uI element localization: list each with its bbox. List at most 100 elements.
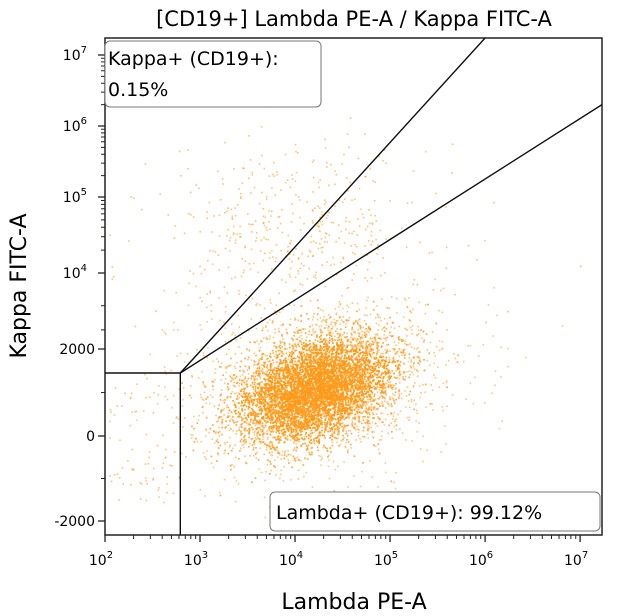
data-point: [310, 411, 312, 414]
data-point: [272, 361, 275, 364]
data-point: [255, 405, 258, 408]
data-point: [329, 413, 331, 415]
data-point: [339, 302, 342, 305]
data-point: [299, 414, 302, 416]
data-point: [293, 345, 295, 348]
data-point: [366, 372, 369, 374]
data-point: [410, 361, 412, 363]
data-point: [268, 373, 270, 376]
data-point: [368, 398, 371, 401]
data-point: [297, 469, 300, 471]
data-point: [350, 387, 352, 389]
data-point: [256, 451, 258, 454]
data-point: [331, 349, 334, 352]
data-point: [297, 439, 299, 442]
data-point: [382, 352, 384, 355]
data-point: [211, 438, 214, 440]
data-point: [326, 383, 329, 385]
data-point: [352, 381, 355, 383]
data-point: [398, 389, 400, 391]
data-point: [404, 299, 407, 301]
data-point: [446, 329, 448, 331]
data-point: [351, 349, 353, 351]
data-point: [359, 385, 361, 387]
data-point: [243, 414, 246, 417]
data-point: [336, 364, 339, 367]
data-point: [289, 453, 292, 456]
data-point: [199, 393, 202, 396]
data-point: [280, 391, 283, 393]
data-point: [286, 382, 288, 384]
data-point: [272, 409, 275, 411]
data-point: [298, 393, 301, 395]
data-point: [249, 430, 251, 432]
data-point: [342, 341, 344, 344]
data-point: [256, 421, 258, 424]
data-point: [304, 353, 306, 356]
data-point: [274, 331, 276, 334]
data-point: [280, 420, 283, 423]
data-point: [404, 353, 407, 356]
data-point: [265, 372, 268, 375]
data-point: [287, 449, 289, 452]
data-point: [309, 377, 311, 380]
data-point: [349, 397, 352, 400]
data-point: [388, 358, 391, 361]
data-point: [296, 371, 299, 373]
data-point: [347, 401, 349, 403]
data-point: [310, 389, 313, 392]
data-point: [234, 404, 237, 407]
data-point: [377, 372, 380, 374]
data-point: [260, 393, 263, 395]
data-point: [257, 398, 259, 400]
data-point: [380, 374, 382, 377]
data-point: [329, 350, 331, 352]
data-point: [352, 375, 354, 377]
data-point: [363, 371, 365, 374]
data-point: [352, 425, 354, 428]
data-point: [315, 361, 318, 363]
data-point: [289, 403, 292, 405]
data-point: [271, 379, 274, 381]
data-point: [287, 383, 289, 385]
data-point: [253, 443, 256, 445]
data-point: [357, 329, 359, 331]
data-point: [216, 431, 219, 433]
data-point: [314, 373, 316, 375]
data-point: [269, 397, 272, 400]
data-point: [333, 408, 335, 410]
data-point: [413, 368, 416, 370]
data-point: [293, 435, 295, 438]
data-point: [281, 418, 283, 420]
data-point: [286, 439, 289, 441]
data-point: [340, 350, 343, 352]
data-point: [248, 430, 250, 432]
data-point: [321, 423, 324, 426]
data-point: [321, 426, 323, 429]
data-point: [274, 414, 276, 416]
data-point: [267, 412, 269, 414]
data-point: [311, 401, 314, 403]
data-point: [324, 417, 327, 420]
data-point: [205, 458, 207, 460]
data-point: [346, 398, 349, 400]
data-point: [300, 459, 302, 462]
data-point: [347, 375, 349, 377]
data-point: [337, 355, 340, 358]
data-point: [325, 353, 328, 355]
data-point: [370, 348, 372, 351]
data-point: [376, 349, 379, 351]
data-point: [196, 440, 198, 443]
data-point: [288, 427, 290, 429]
data-point: [322, 355, 324, 357]
data-point: [321, 367, 323, 370]
data-point: [277, 388, 280, 390]
data-point: [271, 377, 274, 379]
data-point: [328, 366, 330, 368]
data-point: [266, 401, 268, 403]
data-point: [331, 351, 333, 353]
data-point: [292, 449, 295, 452]
data-point: [333, 322, 336, 324]
data-point: [320, 320, 323, 323]
data-point: [349, 405, 352, 407]
